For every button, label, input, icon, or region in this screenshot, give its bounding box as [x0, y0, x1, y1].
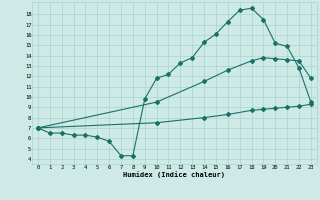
X-axis label: Humidex (Indice chaleur): Humidex (Indice chaleur) [124, 171, 225, 178]
